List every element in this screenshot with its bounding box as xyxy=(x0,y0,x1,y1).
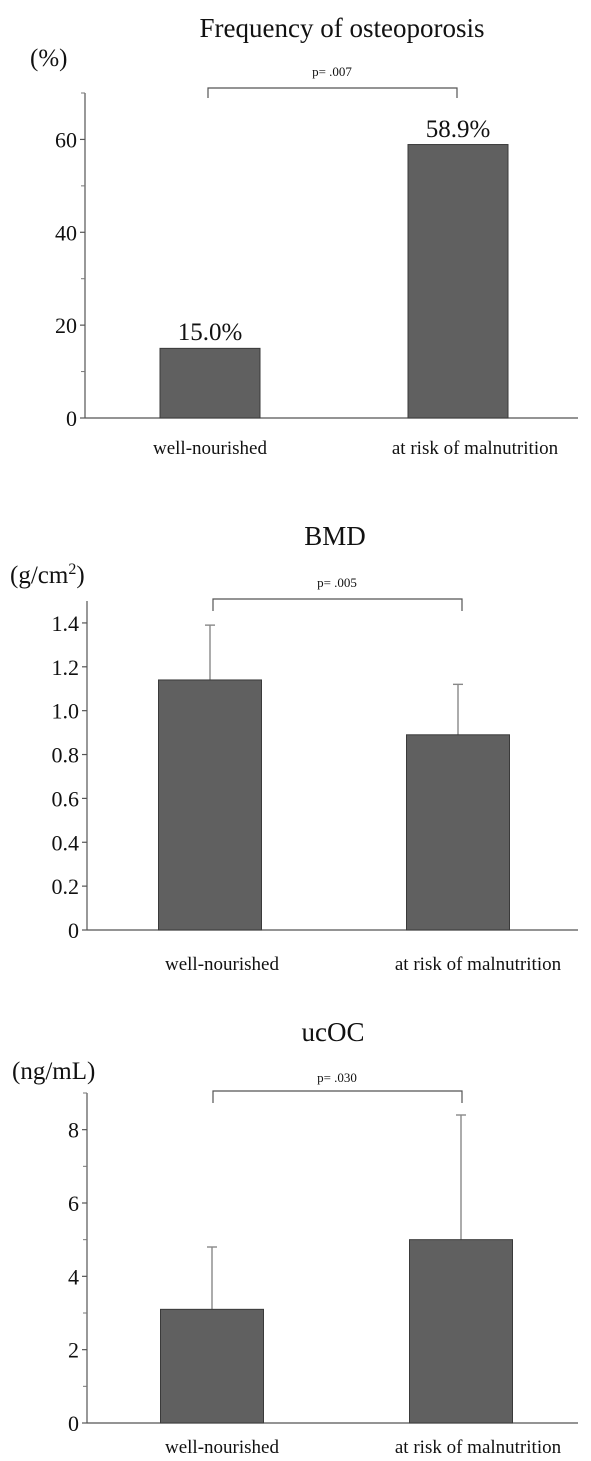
chart-title: ucOC xyxy=(302,1017,365,1047)
category-label-well-nourished: well-nourished xyxy=(153,438,267,459)
y-axis-unit: (%) xyxy=(30,45,67,72)
significance-bracket xyxy=(207,87,458,98)
y-tick-label: 0.6 xyxy=(52,786,80,811)
y-axis-unit: (g/cm2) xyxy=(10,561,85,589)
bar-well-nourished xyxy=(158,679,262,931)
significance-bracket xyxy=(212,598,463,611)
chart-panel-bmd: BMD (g/cm2) p= .005 0 0.2 0.4 0.6 0.8 1.0 1.2 1… xyxy=(10,521,578,975)
p-value: p= .030 xyxy=(317,1070,357,1085)
y-tick-label: 1.0 xyxy=(52,699,80,724)
bars xyxy=(159,144,509,419)
chart-title: BMD xyxy=(304,521,366,551)
y-tick-label: 0 xyxy=(66,406,77,431)
chart-title: Frequency of osteoporosis xyxy=(200,13,485,43)
bar-well-nourished xyxy=(160,1308,264,1424)
y-tick-label: 6 xyxy=(68,1191,79,1216)
y-axis-unit: (ng/mL) xyxy=(12,1058,95,1085)
bar-at-risk xyxy=(407,144,509,419)
data-label-at-risk: 58.9% xyxy=(426,116,491,143)
y-tick-label: 0.4 xyxy=(52,830,80,855)
category-label-at-risk: at risk of malnutrition xyxy=(395,1437,562,1458)
bar-well-nourished xyxy=(159,347,261,419)
y-tick-label: 1.4 xyxy=(52,611,80,636)
category-label-at-risk: at risk of malnutrition xyxy=(395,954,562,975)
bar-at-risk xyxy=(409,1239,513,1424)
category-label-at-risk: at risk of malnutrition xyxy=(392,438,559,459)
chart-panel-osteoporosis: Frequency of osteoporosis (%) p= .007 0 2… xyxy=(30,13,578,459)
p-value: p= .007 xyxy=(312,64,352,79)
y-tick-label: 0 xyxy=(68,918,79,943)
bar-at-risk xyxy=(406,734,510,931)
y-tick-label: 2 xyxy=(68,1338,79,1363)
chart-panel-ucoc: ucOC (ng/mL) p= .030 0 2 4 6 8 well-nourishe… xyxy=(12,1017,578,1458)
bars xyxy=(160,1114,513,1424)
bars xyxy=(158,624,510,931)
y-tick-label: 4 xyxy=(68,1264,79,1289)
y-tick-label: 60 xyxy=(55,127,77,152)
y-tick-label: 8 xyxy=(68,1118,79,1143)
y-tick-label: 0.8 xyxy=(52,743,80,768)
data-label-well-nourished: 15.0% xyxy=(178,319,243,346)
y-tick-label: 20 xyxy=(55,313,77,338)
p-value: p= .005 xyxy=(317,575,357,590)
significance-bracket xyxy=(212,1090,463,1103)
category-label-well-nourished: well-nourished xyxy=(165,1437,279,1458)
y-tick-label: 0.2 xyxy=(52,874,80,899)
category-label-well-nourished: well-nourished xyxy=(165,954,279,975)
y-tick-label: 40 xyxy=(55,220,77,245)
y-tick-label: 0 xyxy=(68,1411,79,1436)
y-tick-label: 1.2 xyxy=(52,655,80,680)
